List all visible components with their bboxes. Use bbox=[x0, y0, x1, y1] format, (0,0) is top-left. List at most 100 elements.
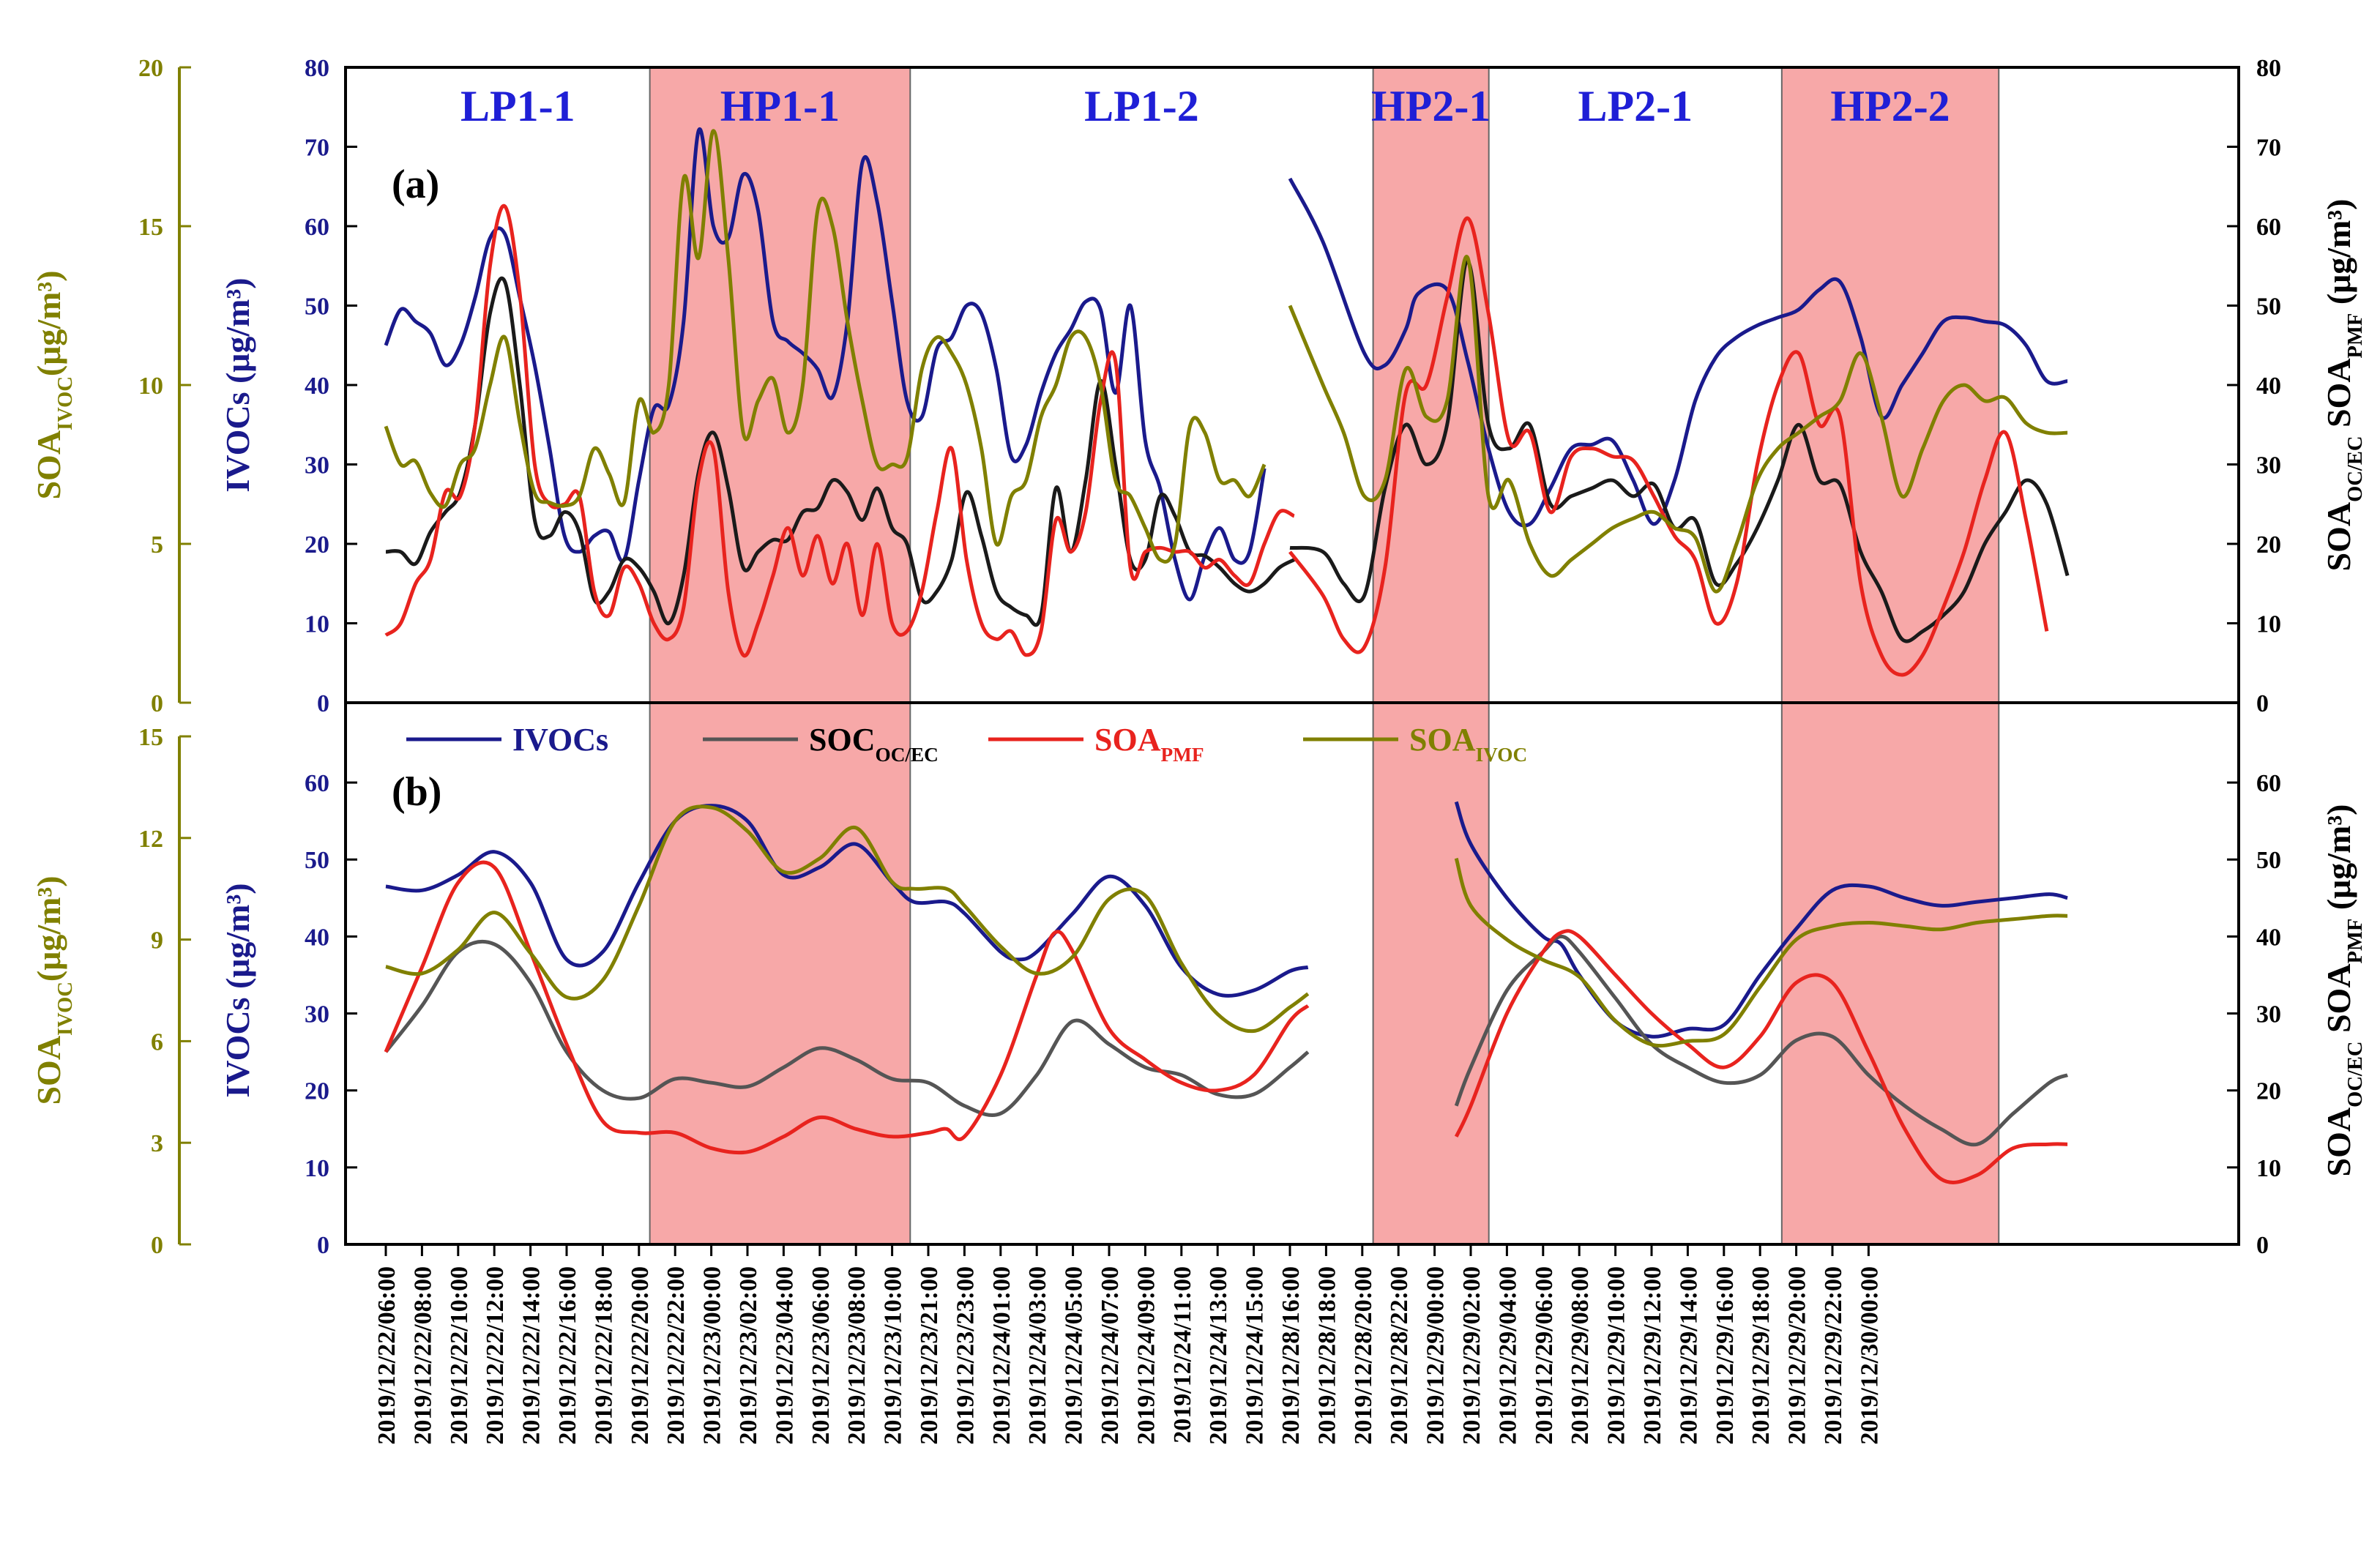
soa-ivoc-tick-label: 15 bbox=[138, 214, 163, 241]
soa-ivoc-tick-label: 9 bbox=[151, 927, 163, 955]
soa-ivoc-tick-label: 5 bbox=[151, 531, 163, 559]
legend-label-3: SOAPMF bbox=[1094, 722, 1204, 766]
period-label-hp1-1: HP1-1 bbox=[720, 82, 840, 130]
right-tick-label: 60 bbox=[2256, 770, 2281, 797]
ivoc-tick-label: 50 bbox=[305, 847, 329, 874]
ivoc-tick-label: 10 bbox=[305, 1155, 329, 1182]
right-axis-label: SOAOC/EC SOAPMF (μg/m³) bbox=[2320, 804, 2367, 1177]
period-labels: LP1-1 HP1-1 LP1-2 HP2-1 LP2-1 HP2-2 bbox=[460, 82, 1950, 130]
period-shading bbox=[649, 67, 2000, 1244]
series-soaivoc-segment-1 bbox=[384, 129, 1267, 564]
x-tick-label: 2019/12/28/20:00 bbox=[1350, 1266, 1377, 1445]
x-tick-label: 2019/12/22/18:00 bbox=[590, 1266, 617, 1445]
x-tick-label: 2019/12/28/16:00 bbox=[1277, 1266, 1305, 1445]
right-tick-label: 0 bbox=[2256, 690, 2269, 717]
period-label-lp1-2: LP1-2 bbox=[1084, 82, 1199, 130]
right-axis-label: SOAOC/EC SOAPMF (μg/m³) bbox=[2320, 199, 2367, 572]
x-tick-label: 2019/12/22/12:00 bbox=[482, 1266, 509, 1445]
series-soaivoc-segment-1 bbox=[385, 804, 1310, 1034]
ivoc-tick-label: 30 bbox=[305, 1001, 329, 1028]
x-tick-label: 2019/12/29/18:00 bbox=[1747, 1266, 1775, 1445]
x-tick-label: 2019/12/29/10:00 bbox=[1603, 1266, 1630, 1445]
soa-ivoc-tick-label: 20 bbox=[138, 55, 163, 82]
x-tick-label: 2019/12/22/22:00 bbox=[663, 1266, 690, 1445]
x-tick-label: 2019/12/23/08:00 bbox=[843, 1266, 870, 1445]
right-tick-label: 50 bbox=[2256, 294, 2281, 321]
panel-tag-b: (b) bbox=[392, 769, 441, 815]
ivoc-tick-label: 0 bbox=[317, 1232, 329, 1259]
legend-label-1: IVOCs bbox=[512, 722, 608, 758]
x-tick-label: 2019/12/24/09:00 bbox=[1133, 1266, 1160, 1445]
series-pmf-segment-2 bbox=[1288, 216, 2049, 677]
series-soaivoc-segment-2 bbox=[1288, 255, 2068, 594]
x-tick-label: 2019/12/29/02:00 bbox=[1458, 1266, 1485, 1445]
shaded-period-hp1-1 bbox=[649, 67, 911, 1244]
ivoc-tick-label: 40 bbox=[305, 924, 329, 951]
ivoc-tick-label: 40 bbox=[305, 373, 329, 400]
x-tick-label: 2019/12/24/05:00 bbox=[1061, 1266, 1088, 1445]
soa-ivoc-tick-label: 0 bbox=[151, 690, 163, 717]
axes: 0102030405060708001020304050607080051015… bbox=[138, 55, 2281, 1259]
panel-b-series bbox=[384, 801, 2069, 1184]
series-ivocs-segment-2 bbox=[1288, 177, 2068, 528]
soa-ivoc-tick-label: 0 bbox=[151, 1232, 163, 1259]
shaded-period-hp2-2 bbox=[1781, 67, 1999, 1244]
soa-ivoc-tick-label: 10 bbox=[138, 373, 163, 400]
right-tick-label: 60 bbox=[2256, 214, 2281, 241]
period-label-hp2-2: HP2-2 bbox=[1830, 82, 1950, 130]
x-tick-label: 2019/12/29/16:00 bbox=[1712, 1266, 1739, 1445]
right-tick-label: 30 bbox=[2256, 1001, 2281, 1028]
right-tick-label: 30 bbox=[2256, 452, 2281, 479]
ivocs-axis-label: IVOCs (μg/m³) bbox=[219, 277, 256, 492]
series-soc-segment-2 bbox=[1289, 260, 2070, 643]
x-tick-label: 2019/12/30/00:00 bbox=[1856, 1266, 1883, 1445]
ivoc-tick-label: 30 bbox=[305, 452, 329, 479]
x-tick-labels: 2019/12/22/06:00 2019/12/22/08:00 2019/12/… bbox=[373, 1244, 1883, 1445]
panel-tag-a: (a) bbox=[392, 162, 439, 207]
right-tick-label: 80 bbox=[2256, 55, 2281, 82]
series-soaivoc-segment-2 bbox=[1454, 857, 2068, 1048]
x-tick-label: 2019/12/29/22:00 bbox=[1820, 1266, 1847, 1445]
soa-ivoc-tick-label: 3 bbox=[151, 1130, 163, 1157]
x-tick-label: 2019/12/22/16:00 bbox=[554, 1266, 581, 1445]
ivoc-tick-label: 60 bbox=[305, 770, 329, 797]
x-tick-label: 2019/12/24/03:00 bbox=[1024, 1266, 1051, 1445]
x-tick-label: 2019/12/29/12:00 bbox=[1639, 1266, 1666, 1445]
x-tick-label: 2019/12/29/08:00 bbox=[1567, 1266, 1594, 1445]
ivoc-tick-label: 50 bbox=[305, 294, 329, 321]
series-pmf-segment-1 bbox=[384, 203, 1295, 658]
x-tick-label: 2019/12/22/14:00 bbox=[518, 1266, 545, 1445]
series-ivocs-segment-1 bbox=[385, 804, 1309, 998]
x-tick-label: 2019/12/24/15:00 bbox=[1242, 1266, 1269, 1445]
x-tick-label: 2019/12/24/07:00 bbox=[1097, 1266, 1124, 1445]
x-tick-label: 2019/12/24/01:00 bbox=[988, 1266, 1015, 1445]
period-label-lp2-1: LP2-1 bbox=[1578, 82, 1693, 130]
x-tick-label: 2019/12/23/02:00 bbox=[735, 1266, 762, 1445]
legend: IVOCs SOCOC/EC SOAPMF SOAIVOC bbox=[406, 722, 1527, 766]
panel-frame-b bbox=[344, 701, 2240, 1246]
series-pmf-segment-2 bbox=[1454, 929, 2068, 1184]
x-tick-label: 2019/12/23/10:00 bbox=[880, 1266, 907, 1445]
ivoc-tick-label: 0 bbox=[317, 690, 329, 717]
right-tick-label: 0 bbox=[2256, 1232, 2269, 1259]
x-tick-label: 2019/12/23/21:00 bbox=[916, 1266, 943, 1445]
right-tick-label: 20 bbox=[2256, 1078, 2281, 1105]
x-tick-label: 2019/12/22/08:00 bbox=[409, 1266, 436, 1445]
right-tick-label: 10 bbox=[2256, 611, 2281, 638]
panel-a-series bbox=[384, 127, 2070, 677]
x-tick-label: 2019/12/29/20:00 bbox=[1784, 1266, 1811, 1445]
ivocs-axis-label: IVOCs (μg/m³) bbox=[219, 883, 256, 1097]
ivoc-tick-label: 70 bbox=[305, 135, 329, 162]
right-tick-label: 20 bbox=[2256, 531, 2281, 559]
legend-label-2: SOCOC/EC bbox=[809, 722, 939, 766]
x-tick-label: 2019/12/29/00:00 bbox=[1422, 1266, 1450, 1445]
x-tick-label: 2019/12/29/06:00 bbox=[1531, 1266, 1558, 1445]
ivoc-tick-label: 80 bbox=[305, 55, 329, 82]
axis-labels: SOAIVOC(μg/m³) IVOCs (μg/m³) SOAOC/EC SOAP… bbox=[30, 162, 2367, 1176]
x-tick-label: 2019/12/23/06:00 bbox=[807, 1266, 835, 1445]
ivoc-tick-label: 60 bbox=[305, 214, 329, 241]
x-tick-label: 2019/12/28/22:00 bbox=[1386, 1266, 1413, 1445]
x-tick-label: 2019/12/23/23:00 bbox=[952, 1266, 979, 1445]
x-tick-label: 2019/12/22/06:00 bbox=[373, 1266, 400, 1445]
